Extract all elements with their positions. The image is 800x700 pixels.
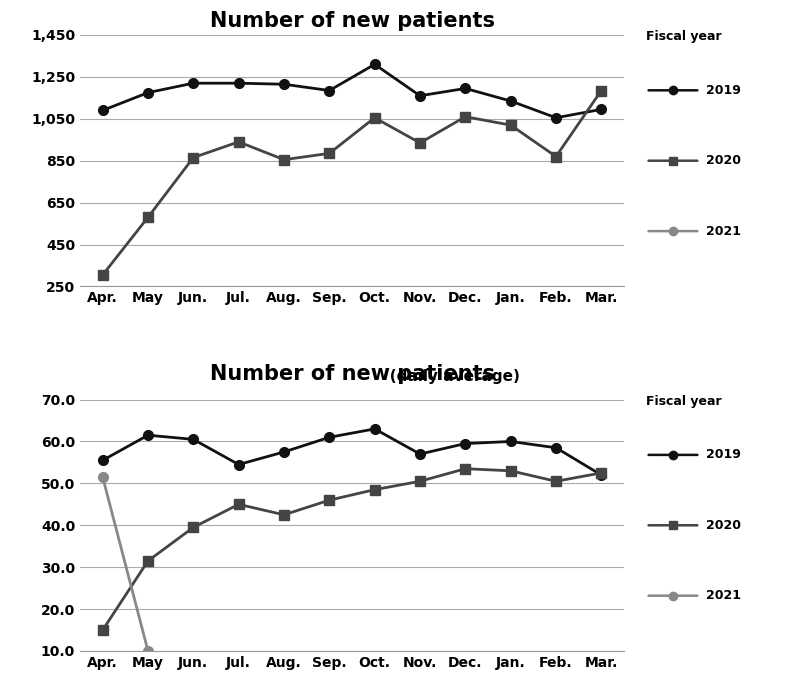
- Text: 2021: 2021: [706, 589, 741, 602]
- Title: Number of new patients: Number of new patients: [210, 10, 494, 31]
- Text: 2019: 2019: [706, 449, 741, 461]
- Text: 2019: 2019: [706, 84, 741, 97]
- Text: Number of new patients: Number of new patients: [210, 365, 494, 384]
- Text: Fiscal year: Fiscal year: [646, 395, 722, 407]
- Text: 2021: 2021: [706, 225, 741, 237]
- Text: (daily average): (daily average): [185, 370, 519, 384]
- Text: 2020: 2020: [706, 154, 741, 167]
- Text: 2020: 2020: [706, 519, 741, 532]
- Text: Fiscal year: Fiscal year: [646, 30, 722, 43]
